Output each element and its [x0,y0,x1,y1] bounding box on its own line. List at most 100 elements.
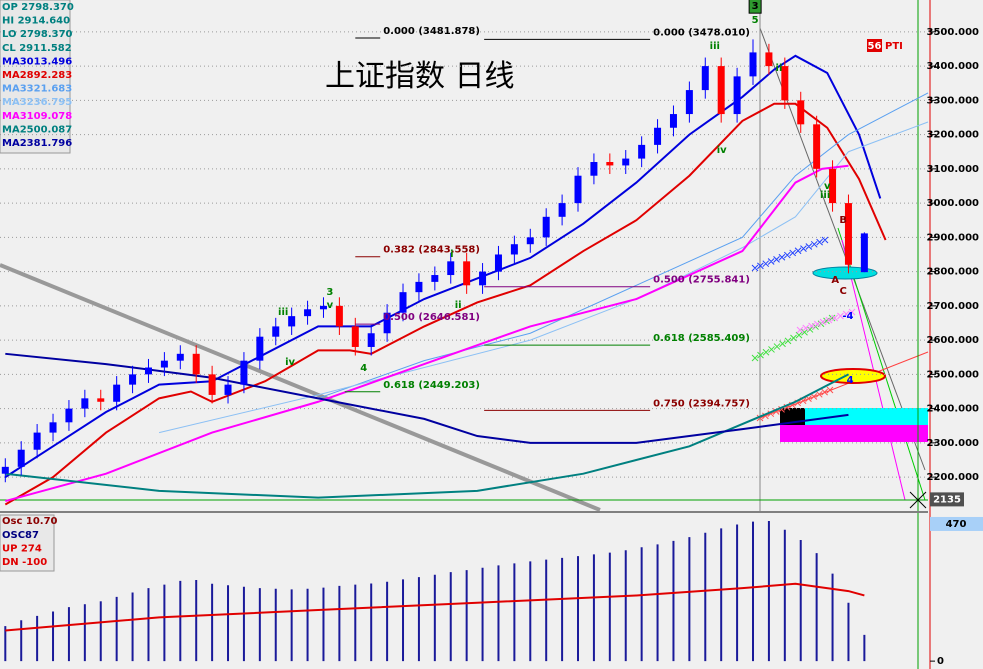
annotations [0,0,931,669]
fib-label: 0.618 (2449.203) [383,380,480,391]
candle-body [240,360,248,385]
candle-body [192,353,200,375]
candle-body [844,203,852,265]
wave-label: -4 [842,311,853,322]
candle-body [176,353,184,361]
wave-label: v [824,181,831,192]
candle-body [367,333,375,347]
legend-entry: MA3321.683 [2,84,72,95]
candle-body [256,336,264,361]
wave-label: iv [285,357,295,368]
readout: UP 274 [2,544,42,555]
wave-label: 5 [752,15,759,26]
candle-body [733,76,741,115]
wave-label: iii [820,190,830,201]
y-tick-label: 2900.000 [926,232,979,243]
cross-line [751,314,836,362]
candle-body [49,422,57,433]
wave-box [748,0,762,14]
legend-entry: MA3236.795 [2,97,72,108]
candle-body [17,449,25,467]
candle-body [272,326,280,337]
candle-body [144,367,152,375]
cross-line [751,236,829,272]
wave-label: 3 [326,287,333,298]
legend-entry: MA2500.087 [2,124,72,135]
osc-level-box [930,516,983,531]
wave-label: A [831,275,839,286]
candle-body [33,432,41,450]
trend-line [759,27,926,471]
candle-body [510,244,518,255]
fib-label: 0.750 (2394.757) [653,398,750,409]
candle-body [813,124,821,169]
y-tick-label: 470 [946,519,967,530]
candle-body [797,100,805,125]
y-tick-label: 3000.000 [926,198,979,209]
candle-body [351,326,359,347]
candle-body [701,66,709,91]
wave-label: v [327,300,334,311]
moving-average [318,92,929,399]
y-tick-label: 3100.000 [926,164,979,175]
moving-average [5,352,849,444]
fib-label: 0.500 (2646.581) [383,312,480,323]
candle-body [669,114,677,128]
readout: OP 2798.370 [2,2,74,13]
indicator-text: PTI [885,41,903,52]
target-zone [780,408,928,425]
fib-label: 0.382 (2843.558) [383,245,480,256]
readout-box [0,514,55,572]
y-tick-label: 2500.000 [926,369,979,380]
candle-body [558,203,566,217]
panel-separator [0,511,928,513]
y-tick-label: 2400.000 [926,404,979,415]
candle-body [542,216,550,238]
indicator-badge-text: 56 [868,41,882,52]
candle-body [526,237,534,245]
candle-body [81,398,89,409]
candle-body [606,162,614,166]
candle-body [494,254,502,272]
wave-label: 4 [360,363,367,374]
y-tick-label: 3300.000 [926,95,979,106]
target-zone [780,425,928,442]
candle-body [431,275,439,282]
candle-body [399,292,407,313]
candle-body [208,374,216,395]
candle-body [65,408,73,423]
readout: CL 2911.582 [2,43,72,54]
y-tick-label: 2700.000 [926,301,979,312]
readout: HI 2914.640 [2,16,70,27]
wave-label: iii [710,41,720,52]
y-tick-label: 3400.000 [926,61,979,72]
fib-label: 0.000 (3478.010) [653,27,750,38]
candle-body [319,305,327,310]
candle-body [574,175,582,204]
moving-average [5,164,849,503]
indicator-badge [867,39,882,52]
candle-body [335,305,343,327]
price-marker [930,492,964,507]
y-tick-label: 3200.000 [926,130,979,141]
legend-entry: MA2381.796 [2,138,72,149]
wave-label: 4 [847,375,854,386]
wave-label: ii [776,63,783,74]
candle-body [97,398,105,402]
osc-average [5,582,865,632]
y-tick-label: 3500.000 [926,27,979,38]
candle-body [1,466,9,474]
wave-label: iii [278,307,288,318]
fib-label: 0.000 (3481.878) [383,26,480,37]
wave-label: i [450,249,453,260]
readout: DN -100 [2,557,47,568]
chart-title: 上证指数 日线 [325,59,515,94]
candle-body [829,168,837,204]
readout-box [0,0,71,154]
candle-body [383,312,391,334]
cross-line [796,308,856,334]
wave-label: iv [717,145,727,156]
